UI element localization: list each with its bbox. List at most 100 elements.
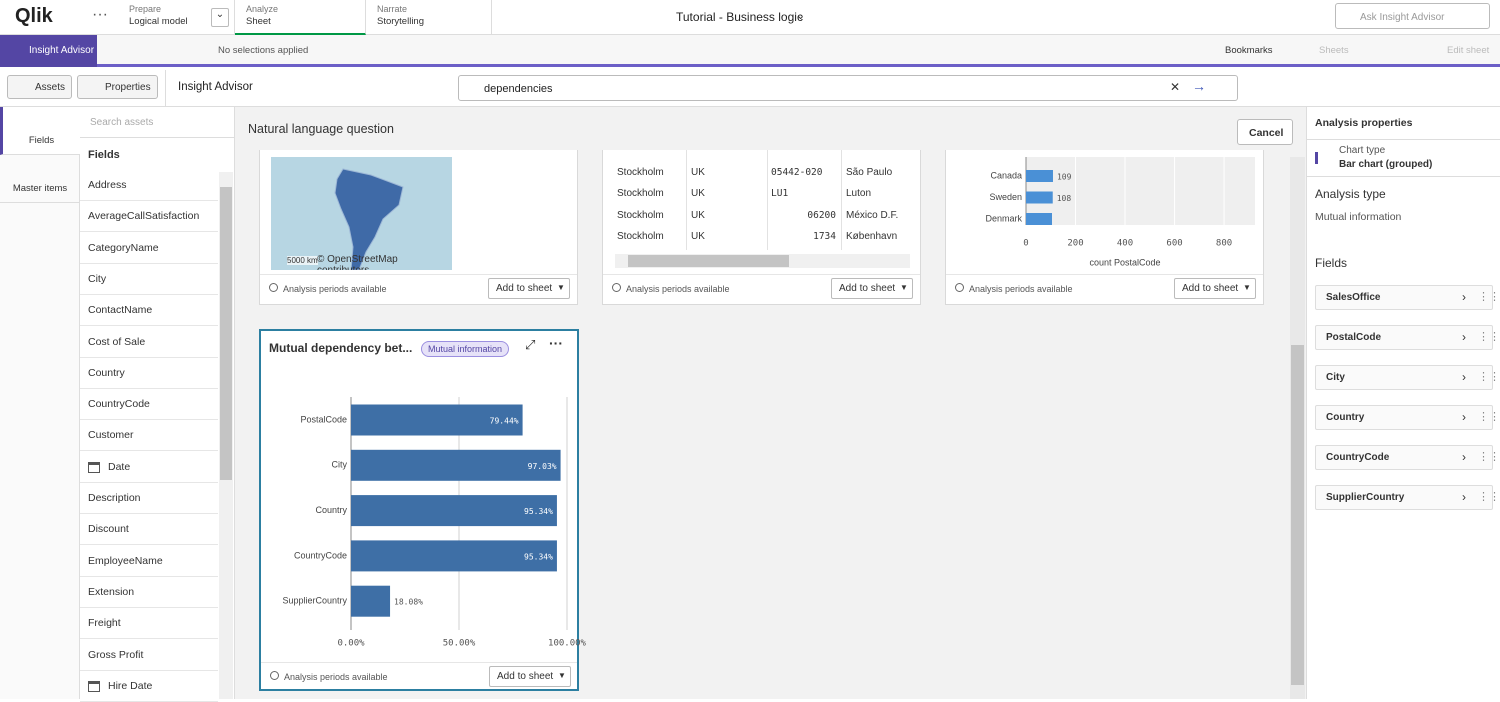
- asset-field[interactable]: Gross Profit: [80, 640, 218, 671]
- asset-field[interactable]: Customer: [80, 420, 218, 452]
- table-cell: 06200: [807, 209, 836, 221]
- property-field[interactable]: CountryCode › ⋮⋮: [1315, 445, 1500, 470]
- asset-field[interactable]: Description: [80, 483, 218, 514]
- edit-sheet[interactable]: Edit sheet: [1447, 45, 1490, 56]
- section-title: Insight Advisor: [178, 81, 253, 93]
- asset-field[interactable]: Address: [80, 170, 218, 201]
- tab[interactable]: Narrate Storytelling: [366, 0, 492, 35]
- cancel-button[interactable]: Cancel: [1237, 119, 1293, 145]
- drag-handle[interactable]: ⋮⋮: [1478, 291, 1500, 303]
- card-menu[interactable]: ···: [549, 335, 563, 351]
- asset-field[interactable]: ContactName: [80, 295, 218, 327]
- tab-kicker: Analyze: [246, 4, 279, 14]
- add-to-sheet[interactable]: Add to sheet ▼: [1174, 278, 1256, 299]
- tab[interactable]: Prepare Logical model ⌄: [118, 0, 235, 35]
- asset-field-label: Country: [88, 366, 125, 379]
- table-cell: Stockholm: [617, 188, 664, 200]
- property-field[interactable]: City › ⋮⋮: [1315, 365, 1500, 390]
- property-field[interactable]: PostalCode › ⋮⋮: [1315, 325, 1500, 350]
- table-card[interactable]: Stockholm UK 05442-020 São Paulo Stockholm UK…: [602, 150, 921, 305]
- main-scroll-thumb[interactable]: [1291, 345, 1304, 685]
- drag-handle[interactable]: ⋮⋮: [1478, 491, 1500, 503]
- analysis-type: Mutual information: [1315, 211, 1402, 223]
- field-chevron[interactable]: ›: [1462, 450, 1466, 464]
- nav-fields[interactable]: Fields: [0, 107, 80, 155]
- tab-label: Storytelling: [377, 16, 424, 27]
- period-icon: [269, 283, 278, 292]
- mutual-info-card[interactable]: Mutual dependency bet... Mutual informat…: [259, 329, 579, 691]
- asset-field-label: CategoryName: [88, 241, 159, 254]
- asset-field[interactable]: Hire Date: [80, 671, 218, 702]
- asset-field[interactable]: CategoryName: [80, 233, 218, 264]
- asset-field[interactable]: AverageCallSatisfaction: [80, 201, 218, 233]
- assets-button[interactable]: Assets: [7, 75, 72, 99]
- chart-type-row[interactable]: Chart type Bar chart (grouped): [1307, 139, 1500, 177]
- submit-icon[interactable]: →: [1192, 78, 1206, 94]
- bookmarks[interactable]: Bookmarks: [1225, 45, 1273, 56]
- asset-field-label: Discount: [88, 523, 129, 536]
- add-caret: ▼: [900, 283, 908, 292]
- asset-field[interactable]: CountryCode: [80, 389, 218, 421]
- table-cell: Stockholm: [617, 167, 664, 178]
- table-cell: Stockholm: [617, 230, 664, 242]
- map-attribution[interactable]: © OpenStreetMap contributors: [317, 254, 398, 270]
- add-to-sheet[interactable]: Add to sheet ▼: [489, 666, 571, 687]
- logo[interactable]: Qlik: [15, 5, 53, 27]
- toolbar: Insight Advisor No selections applied Bo…: [0, 35, 1500, 67]
- asset-field[interactable]: City: [80, 264, 218, 295]
- calendar-icon: [88, 461, 100, 473]
- property-field-label: SupplierCountry: [1326, 492, 1405, 503]
- nav-master-items[interactable]: Master items: [0, 155, 80, 203]
- drag-handle[interactable]: ⋮⋮: [1478, 331, 1500, 343]
- asset-field-label: Date: [108, 460, 131, 473]
- sheets[interactable]: Sheets: [1319, 45, 1349, 56]
- map-card[interactable]: 5000 km © OpenStreetMap contributors Ana…: [259, 150, 578, 305]
- asset-field-label: Customer: [88, 429, 134, 442]
- bar-card[interactable]: Analysis periods available Add to sheet ▼: [945, 150, 1264, 305]
- field-chevron[interactable]: ›: [1462, 330, 1466, 344]
- field-chevron[interactable]: ›: [1462, 490, 1466, 504]
- expand-icon[interactable]: ⤢: [525, 337, 536, 352]
- ask-search[interactable]: Ask Insight Advisor: [1335, 3, 1490, 29]
- property-field-label: City: [1326, 372, 1345, 383]
- title-caret[interactable]: ⌄: [796, 10, 806, 22]
- property-field[interactable]: Country › ⋮⋮: [1315, 405, 1500, 430]
- property-field[interactable]: SalesOffice › ⋮⋮: [1315, 285, 1500, 310]
- drag-handle[interactable]: ⋮⋮: [1478, 411, 1500, 423]
- clear-icon[interactable]: ✕: [1170, 80, 1181, 94]
- asset-field-label: ContactName: [88, 304, 153, 317]
- main-heading: Natural language question: [248, 122, 394, 136]
- top-bar: Qlik ··· Prepare Logical model ⌄ Analyze She…: [0, 0, 1500, 35]
- property-field[interactable]: SupplierCountry › ⋮⋮: [1315, 485, 1500, 510]
- fields-heading: Fields: [88, 149, 120, 161]
- properties-panel: Analysis properties Chart type Bar chart…: [1306, 107, 1500, 699]
- field-chevron[interactable]: ›: [1462, 410, 1466, 424]
- tab[interactable]: Analyze Sheet: [235, 0, 366, 35]
- asset-field[interactable]: Country: [80, 358, 218, 389]
- asset-field[interactable]: Discount: [80, 514, 218, 546]
- asset-field[interactable]: EmployeeName: [80, 546, 218, 577]
- asset-field[interactable]: Date: [80, 452, 218, 483]
- asset-field[interactable]: Cost of Sale: [80, 327, 218, 358]
- field-chevron[interactable]: ›: [1462, 290, 1466, 304]
- field-chevron[interactable]: ›: [1462, 370, 1466, 384]
- add-to-sheet[interactable]: Add to sheet ▼: [831, 278, 913, 299]
- properties-button[interactable]: Properties: [77, 75, 158, 99]
- asset-search[interactable]: Search assets: [80, 107, 234, 138]
- table-cell: UK: [691, 209, 705, 221]
- drag-handle[interactable]: ⋮⋮: [1478, 451, 1500, 463]
- app-title[interactable]: Tutorial - Business logic: [676, 10, 803, 24]
- table-scroll-thumb[interactable]: [628, 255, 789, 267]
- footer-note: Analysis periods available: [283, 284, 387, 294]
- add-to-sheet[interactable]: Add to sheet ▼: [488, 278, 570, 299]
- asset-field[interactable]: Freight: [80, 608, 218, 640]
- menu-dots[interactable]: ···: [92, 6, 108, 23]
- scrollbar-thumb[interactable]: [220, 187, 232, 480]
- drag-handle[interactable]: ⋮⋮: [1478, 371, 1500, 383]
- asset-field[interactable]: Extension: [80, 577, 218, 608]
- insight-advisor-button[interactable]: Insight Advisor: [0, 35, 97, 67]
- query-input[interactable]: dependencies: [458, 75, 1238, 101]
- tab-dropdown[interactable]: ⌄: [211, 8, 229, 27]
- table-cell: LU1: [771, 188, 789, 200]
- column-border: [767, 150, 768, 250]
